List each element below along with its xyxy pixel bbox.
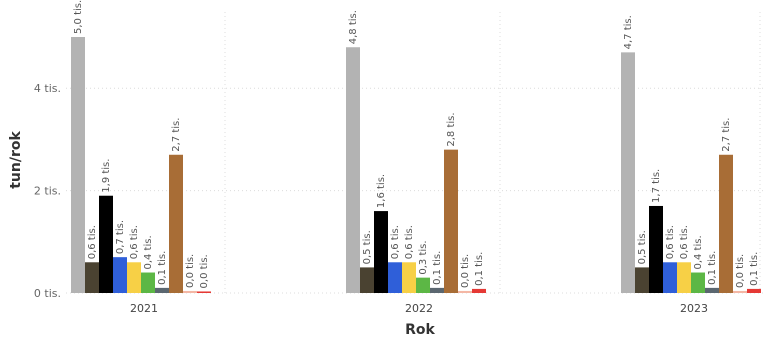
bar [458, 290, 472, 293]
bar [430, 287, 444, 293]
bars [71, 37, 761, 293]
bar [127, 262, 141, 293]
bar [402, 262, 416, 293]
bar [472, 288, 486, 293]
bar [747, 288, 761, 293]
bar [169, 154, 183, 293]
data-label: 1,6 tis. [376, 174, 387, 208]
bar [197, 291, 211, 293]
data-label: 0,4 tis. [693, 235, 704, 269]
data-label: 0,1 tis. [707, 251, 718, 285]
bar [374, 211, 388, 293]
bar [346, 47, 360, 293]
y-tick-label: 0 tis. [34, 287, 61, 300]
data-label: 2,8 tis. [446, 112, 457, 146]
data-label: 0,1 tis. [474, 252, 485, 286]
data-label: 2,7 tis. [171, 118, 182, 152]
bar [155, 287, 169, 293]
data-label: 0,4 tis. [143, 235, 154, 269]
bar [360, 267, 374, 293]
data-label: 0,0 tis. [735, 254, 746, 288]
bar [183, 290, 197, 293]
y-tick-label: 2 tis. [34, 185, 61, 198]
bar [416, 277, 430, 293]
bar [85, 262, 99, 293]
bar [663, 262, 677, 293]
bar [677, 262, 691, 293]
data-label: 0,1 tis. [749, 252, 760, 286]
data-label: 5,0 tis. [73, 0, 84, 34]
data-label: 1,7 tis. [651, 169, 662, 203]
x-axis-categories: 2021 2022 2023 [130, 302, 708, 315]
x-axis-title: Rok [405, 322, 435, 337]
data-label: 0,1 tis. [157, 251, 168, 285]
data-label: 0,5 tis. [637, 230, 648, 264]
data-label: 0,6 tis. [404, 225, 415, 259]
data-label: 0,7 tis. [115, 220, 126, 254]
data-label: 4,7 tis. [623, 15, 634, 49]
bar [719, 154, 733, 293]
data-label: 0,6 tis. [87, 225, 98, 259]
x-category-label: 2023 [680, 302, 708, 315]
bar [113, 257, 127, 293]
bar [705, 287, 719, 293]
data-label: 0,0 tis. [199, 254, 210, 288]
data-label: 0,3 tis. [418, 240, 429, 274]
y-axis-title: tun/rok [8, 131, 24, 189]
bar [444, 149, 458, 293]
data-label: 2,7 tis. [721, 118, 732, 152]
bar [649, 205, 663, 293]
bar [635, 267, 649, 293]
bar [141, 272, 155, 293]
data-label: 0,6 tis. [679, 225, 690, 259]
bar [71, 37, 85, 293]
data-label: 0,6 tis. [129, 225, 140, 259]
bar [388, 262, 402, 293]
bar [621, 52, 635, 293]
y-axis-ticks: 0 tis. 2 tis. 4 tis. [34, 82, 61, 300]
data-label: 0,6 tis. [390, 225, 401, 259]
data-label: 0,0 tis. [185, 254, 196, 288]
bar [691, 272, 705, 293]
data-label: 1,9 tis. [101, 159, 112, 193]
data-label: 0,5 tis. [362, 230, 373, 264]
data-label: 0,0 tis. [460, 254, 471, 288]
data-label: 0,6 tis. [665, 225, 676, 259]
y-tick-label: 4 tis. [34, 82, 61, 95]
x-category-label: 2021 [130, 302, 158, 315]
bar [733, 290, 747, 293]
data-label: 0,1 tis. [432, 251, 443, 285]
data-label: 4,8 tis. [348, 10, 359, 44]
x-category-label: 2022 [405, 302, 433, 315]
bar [99, 195, 113, 293]
data-labels: 5,0 tis.0,6 tis.1,9 tis.0,7 tis. 0,6 tis.… [73, 0, 760, 288]
